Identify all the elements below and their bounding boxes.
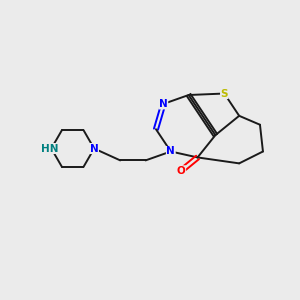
Text: N: N xyxy=(90,143,98,154)
Text: HN: HN xyxy=(41,143,58,154)
Text: N: N xyxy=(167,146,175,157)
Text: S: S xyxy=(220,88,228,98)
Text: N: N xyxy=(159,99,168,109)
Text: O: O xyxy=(177,166,186,176)
